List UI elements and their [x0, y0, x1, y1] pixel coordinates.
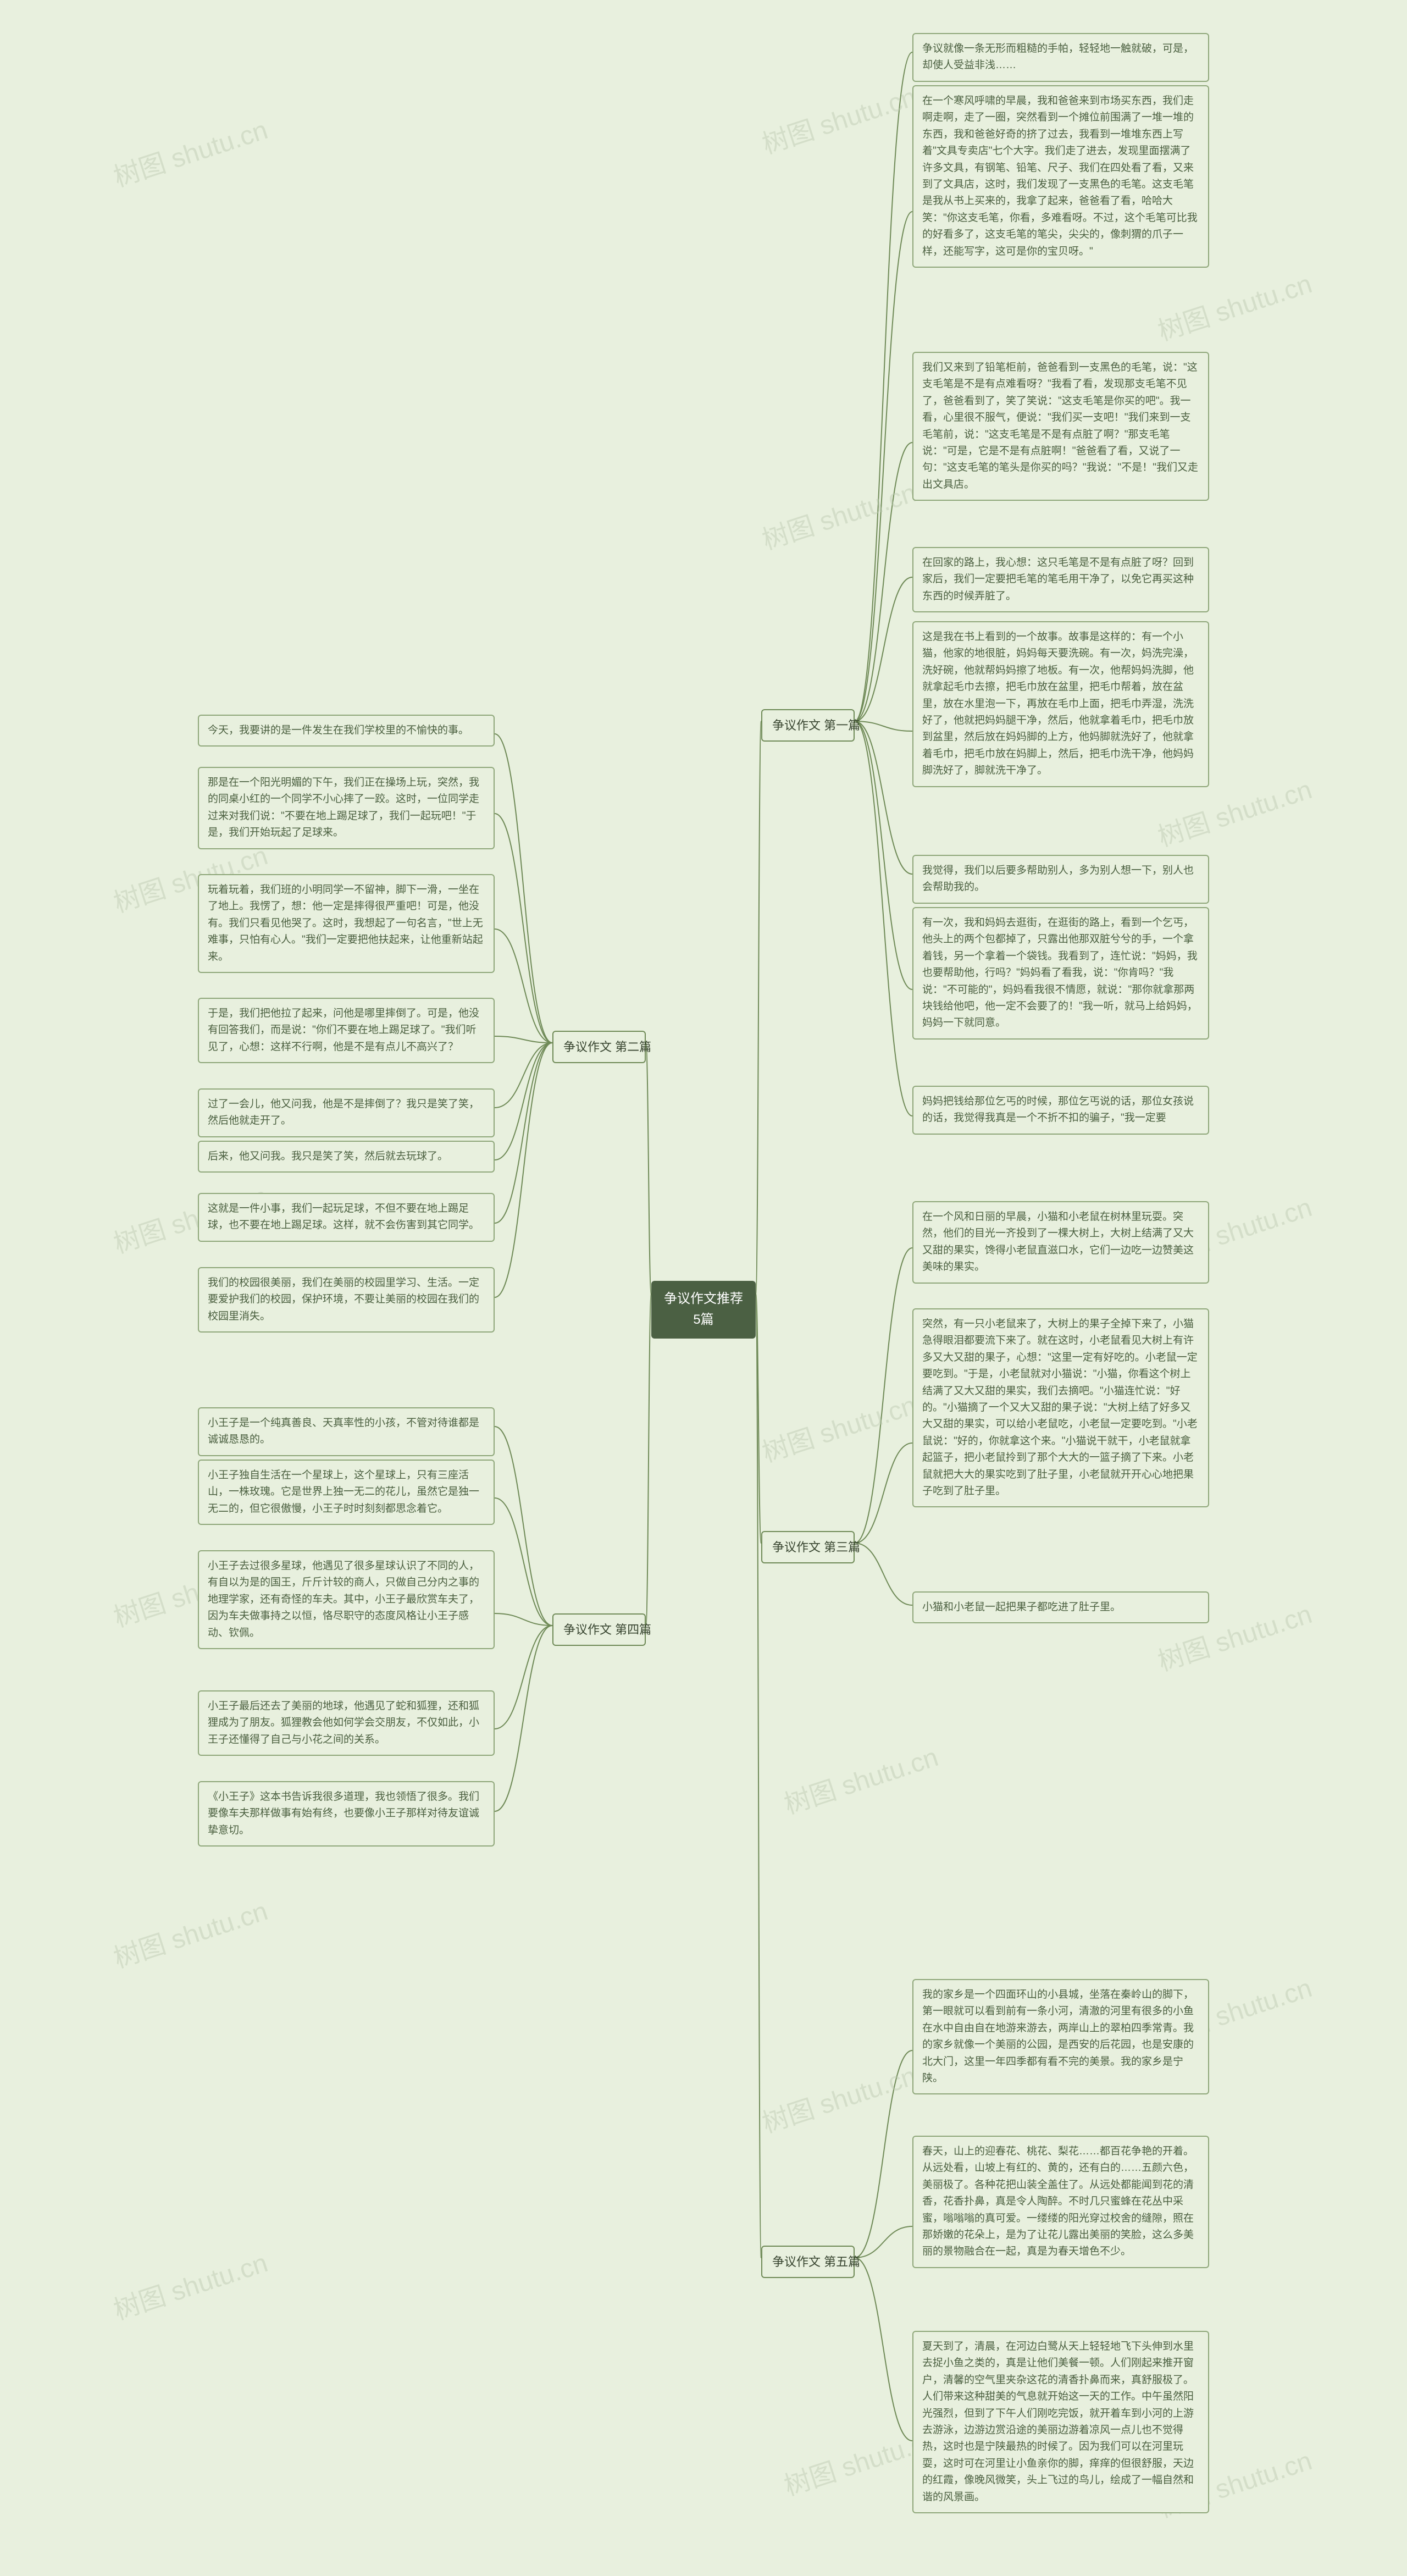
leaf-b1-1: 在一个寒风呼啸的早晨，我和爸爸来到市场买东西，我们走啊走啊，走了一圈，突然看到一… [912, 85, 1209, 268]
watermark: 树图 shutu.cn [108, 108, 272, 194]
leaf-b3-1: 突然，有一只小老鼠来了，大树上的果子全掉下来了，小猫急得眼泪都要流下来了。就在这… [912, 1308, 1209, 1507]
watermark: 树图 shutu.cn [778, 1735, 942, 1821]
watermark: 树图 shutu.cn [756, 75, 920, 161]
leaf-b1-0: 争议就像一条无形而粗糙的手帕，轻轻地一触就破，可是，却使人受益非浅…… [912, 33, 1209, 82]
leaf-b5-2: 夏天到了，清晨，在河边白鹭从天上轻轻地飞下头伸到水里去捉小鱼之类的，真是让他们美… [912, 2331, 1209, 2513]
leaf-b4-4: 《小王子》这本书告诉我很多道理，我也领悟了很多。我们要像车夫那样做事有始有终，也… [198, 1781, 495, 1847]
leaf-b5-1: 春天，山上的迎春花、桃花、梨花……都百花争艳的开着。从远处看，山坡上有红的、黄的… [912, 2136, 1209, 2268]
branch-b4: 争议作文 第四篇 [552, 1613, 646, 1646]
watermark: 树图 shutu.cn [756, 471, 920, 557]
leaf-b2-2: 玩着玩着，我们班的小明同学一不留神，脚下一滑，一坐在了地上。我愣了，想：他一定是… [198, 874, 495, 973]
leaf-b2-3: 于是，我们把他拉了起来，问他是哪里摔倒了。可是，他没有回答我们，而是说："你们不… [198, 998, 495, 1063]
branch-b1: 争议作文 第一篇 [761, 709, 855, 742]
leaf-b5-0: 我的家乡是一个四面环山的小县城，坐落在秦岭山的脚下，第一眼就可以看到前有一条小河… [912, 1979, 1209, 2094]
leaf-b1-7: 妈妈把钱给那位乞丐的时候，那位乞丐说的话，那位女孩说的话，我觉得我真是一个不折不… [912, 1086, 1209, 1135]
watermark: 树图 shutu.cn [1152, 262, 1316, 348]
watermark: 树图 shutu.cn [108, 2241, 272, 2327]
leaf-b2-4: 过了一会儿，他又问我，他是不是摔倒了？我只是笑了笑，然后他就走开了。 [198, 1088, 495, 1137]
leaf-b1-6: 有一次，我和妈妈去逛街，在逛街的路上，看到一个乞丐，他头上的两个包都掉了，只露出… [912, 907, 1209, 1040]
watermark: 树图 shutu.cn [108, 1889, 272, 1975]
leaf-b2-5: 后来，他又问我。我只是笑了笑，然后就去玩球了。 [198, 1141, 495, 1173]
leaf-b1-5: 我觉得，我们以后要多帮助别人，多为别人想一下，别人也会帮助我的。 [912, 855, 1209, 904]
watermark: 树图 shutu.cn [756, 1384, 920, 1469]
branch-b2: 争议作文 第二篇 [552, 1031, 646, 1063]
leaf-b3-0: 在一个风和日丽的早晨，小猫和小老鼠在树林里玩耍。突然，他们的目光一齐投到了一棵大… [912, 1201, 1209, 1284]
leaf-b2-7: 我们的校园很美丽，我们在美丽的校园里学习、生活。一定要爱护我们的校园，保护环境，… [198, 1267, 495, 1333]
leaf-b4-3: 小王子最后还去了美丽的地球，他遇见了蛇和狐狸，还和狐狸成为了朋友。狐狸教会他如何… [198, 1690, 495, 1756]
leaf-b1-4: 这是我在书上看到的一个故事。故事是这样的：有一个小猫，他家的地很脏，妈妈每天要洗… [912, 621, 1209, 787]
branch-b3: 争议作文 第三篇 [761, 1531, 855, 1563]
mindmap-canvas: 树图 shutu.cn 树图 shutu.cn 树图 shutu.cn 树图 shut… [0, 0, 1407, 2576]
watermark: 树图 shutu.cn [756, 2054, 920, 2140]
leaf-b2-0: 今天，我要讲的是一件发生在我们学校里的不愉快的事。 [198, 715, 495, 747]
leaf-b4-2: 小王子去过很多星球，他遇见了很多星球认识了不同的人，有自以为是的国王，斤斤计较的… [198, 1550, 495, 1649]
leaf-b3-2: 小猫和小老鼠一起把果子都吃进了肚子里。 [912, 1591, 1209, 1623]
branch-b5: 争议作文 第五篇 [761, 2246, 855, 2278]
leaf-b1-2: 我们又来到了铅笔柜前，爸爸看到一支黑色的毛笔，说："这支毛笔是不是有点难看呀？"… [912, 352, 1209, 501]
leaf-b4-1: 小王子独自生活在一个星球上，这个星球上，只有三座活山，一株玫瑰。它是世界上独一无… [198, 1460, 495, 1525]
leaf-b2-1: 那是在一个阳光明媚的下午，我们正在操场上玩，突然，我的同桌小红的一个同学不小心摔… [198, 767, 495, 849]
leaf-b4-0: 小王子是一个纯真善良、天真率性的小孩，不管对待谁都是诚诚恳恳的。 [198, 1407, 495, 1456]
leaf-b1-3: 在回家的路上，我心想：这只毛笔是不是有点脏了呀？回到家后，我们一定要把毛笔的笔毛… [912, 547, 1209, 612]
root-node: 争议作文推荐5篇 [651, 1281, 756, 1339]
leaf-b2-6: 这就是一件小事，我们一起玩足球，不但不要在地上踢足球，也不要在地上踢足球。这样，… [198, 1193, 495, 1242]
